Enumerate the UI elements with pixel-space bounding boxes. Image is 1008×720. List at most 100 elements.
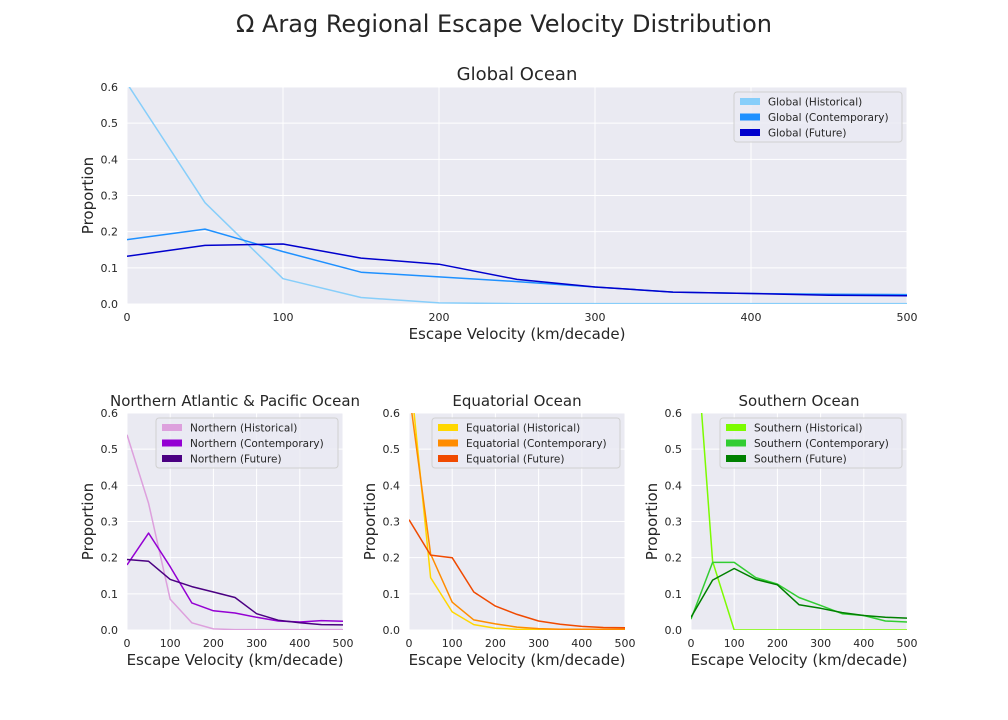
global-ytick-label: 0.3 <box>101 190 119 203</box>
global-ylabel: Proportion <box>79 157 97 234</box>
global-legend-swatch <box>740 129 760 136</box>
southern-xtick-label: 100 <box>724 637 745 650</box>
equatorial-ytick-label: 0.3 <box>383 516 401 529</box>
southern-xlabel: Escape Velocity (km/decade) <box>691 651 908 669</box>
northern-xtick-label: 300 <box>246 637 267 650</box>
southern-legend-label: Southern (Historical) <box>754 423 862 435</box>
global-panel: 0 100 200 300 400 500 0.0 0.1 0.2 0.3 0.4 0.5 0.6 Glo… <box>79 64 918 343</box>
northern-ytick-label: 0.3 <box>101 516 119 529</box>
southern-title: Southern Ocean <box>739 392 860 410</box>
northern-ytick-label: 0.5 <box>101 443 119 456</box>
global-xtick-label: 400 <box>741 311 762 324</box>
equatorial-ytick-label: 0.1 <box>383 588 401 601</box>
southern-ytick-label: 0.0 <box>665 624 683 637</box>
equatorial-legend-label: Equatorial (Historical) <box>466 423 580 435</box>
southern-ytick-label: 0.3 <box>665 516 683 529</box>
southern-legend-swatch <box>726 424 746 431</box>
northern-series-line-0 <box>127 434 343 630</box>
equatorial-ytick-label: 0.2 <box>383 552 401 565</box>
equatorial-series-line-1 <box>411 413 625 630</box>
equatorial-xtick-label: 100 <box>442 637 463 650</box>
northern-panel: 0 100 200 300 400 5000.00.10.20.30.40.50.6Nor… <box>79 392 360 669</box>
global-series-line-2 <box>127 243 907 297</box>
equatorial-series-line-2 <box>409 519 625 629</box>
southern-panel: 0 100 200 300 400 500 0.0 0.1 0.2 0.3 0.4 0.5 0.6 Sou… <box>643 392 918 669</box>
global-xtick-label: 300 <box>585 311 606 324</box>
northern-xtick-label: 500 <box>333 637 354 650</box>
global-xtick-label: 100 <box>273 311 294 324</box>
southern-xtick-label: 200 <box>767 637 788 650</box>
equatorial-ytick-label: 0.4 <box>383 479 401 492</box>
equatorial-legend-label: Equatorial (Future) <box>466 454 564 466</box>
northern-title: Northern Atlantic & Pacific Ocean <box>110 392 360 410</box>
northern-ytick-label: 0.2 <box>101 552 119 565</box>
northern-legend-label: Northern (Historical) <box>190 423 297 435</box>
southern-ytick-label: 0.4 <box>665 479 683 492</box>
global-legend-swatch <box>740 113 760 121</box>
equatorial-xtick-label: 300 <box>528 637 549 650</box>
southern-xtick-label: 500 <box>897 637 918 650</box>
global-ytick-label: 0.2 <box>101 226 119 239</box>
northern-ytick-label: 0.6 <box>101 407 119 420</box>
global-ytick-label: 0.0 <box>101 298 119 311</box>
figure-suptitle: Ω Arag Regional Escape Velocity Distribu… <box>236 10 772 38</box>
northern-legend-swatch <box>162 439 182 447</box>
northern-ylabel: Proportion <box>79 483 97 560</box>
southern-xtick-label: 0 <box>688 637 695 650</box>
global-legend-label: Global (Historical) <box>768 97 862 109</box>
northern-legend-label: Northern (Future) <box>190 454 282 466</box>
equatorial-xtick-label: 200 <box>485 637 506 650</box>
equatorial-ylabel: Proportion <box>361 483 379 560</box>
northern-legend-swatch <box>162 455 182 462</box>
equatorial-xlabel: Escape Velocity (km/decade) <box>409 651 626 669</box>
northern-ytick-label: 0.1 <box>101 588 119 601</box>
equatorial-xtick-label: 0 <box>406 637 413 650</box>
northern-legend-label: Northern (Contemporary) <box>190 438 324 450</box>
northern-xlabel: Escape Velocity (km/decade) <box>127 651 344 669</box>
equatorial-legend-swatch <box>438 424 458 431</box>
global-xtick-label: 200 <box>429 311 450 324</box>
southern-legend-swatch <box>726 455 746 462</box>
southern-legend-swatch <box>726 439 746 447</box>
equatorial-legend-label: Equatorial (Contemporary) <box>466 438 607 450</box>
southern-series-line-2 <box>691 567 907 619</box>
global-xtick-label: 500 <box>897 311 918 324</box>
global-legend: Global (Historical) Global (Contemporary)… <box>733 91 903 143</box>
global-xlabel: Escape Velocity (km/decade) <box>409 325 626 343</box>
global-ytick-label: 0.4 <box>101 153 119 166</box>
global-series-line-0 <box>128 87 907 304</box>
equatorial-title: Equatorial Ocean <box>452 392 581 410</box>
northern-legend-swatch <box>162 424 182 431</box>
global-title: Global Ocean <box>457 64 578 85</box>
equatorial-ytick-label: 0.0 <box>383 624 401 637</box>
southern-ytick-label: 0.2 <box>665 552 683 565</box>
northern-xtick-label: 200 <box>203 637 224 650</box>
southern-xtick-label: 400 <box>853 637 874 650</box>
southern-ytick-label: 0.1 <box>665 588 683 601</box>
equatorial-xtick-label: 400 <box>571 637 592 650</box>
northern-xtick-label: 100 <box>160 637 181 650</box>
global-ytick-label: 0.5 <box>101 117 119 130</box>
northern-xtick-label: 400 <box>289 637 310 650</box>
northern-ytick-label: 0.0 <box>101 624 119 637</box>
equatorial-ytick-label: 0.5 <box>383 443 401 456</box>
southern-ylabel: Proportion <box>643 483 661 560</box>
northern-legend: Northern (Historical) Northern (Contempor… <box>155 417 339 469</box>
global-legend-swatch <box>740 98 760 105</box>
southern-series-line-1 <box>691 561 907 623</box>
equatorial-panel: 0 100 200 300 400 500 0.0 0.1 0.2 0.3 0.4 0.5 0.6 Equ… <box>361 392 636 669</box>
southern-series-line-0 <box>700 413 907 630</box>
global-ytick-label: 0.6 <box>101 81 119 94</box>
southern-ytick-label: 0.5 <box>665 443 683 456</box>
northern-series-line-1 <box>127 532 343 623</box>
southern-ytick-label: 0.6 <box>665 407 683 420</box>
southern-legend-label: Southern (Future) <box>754 454 847 466</box>
global-legend-label: Global (Contemporary) <box>768 112 889 124</box>
equatorial-xtick-label: 500 <box>615 637 636 650</box>
northern-series-line-2 <box>127 558 343 626</box>
northern-ytick-label: 0.4 <box>101 479 119 492</box>
southern-legend: Southern (Historical) Southern (Contempor… <box>719 417 903 469</box>
equatorial-legend-swatch <box>438 455 458 462</box>
southern-xtick-label: 300 <box>810 637 831 650</box>
